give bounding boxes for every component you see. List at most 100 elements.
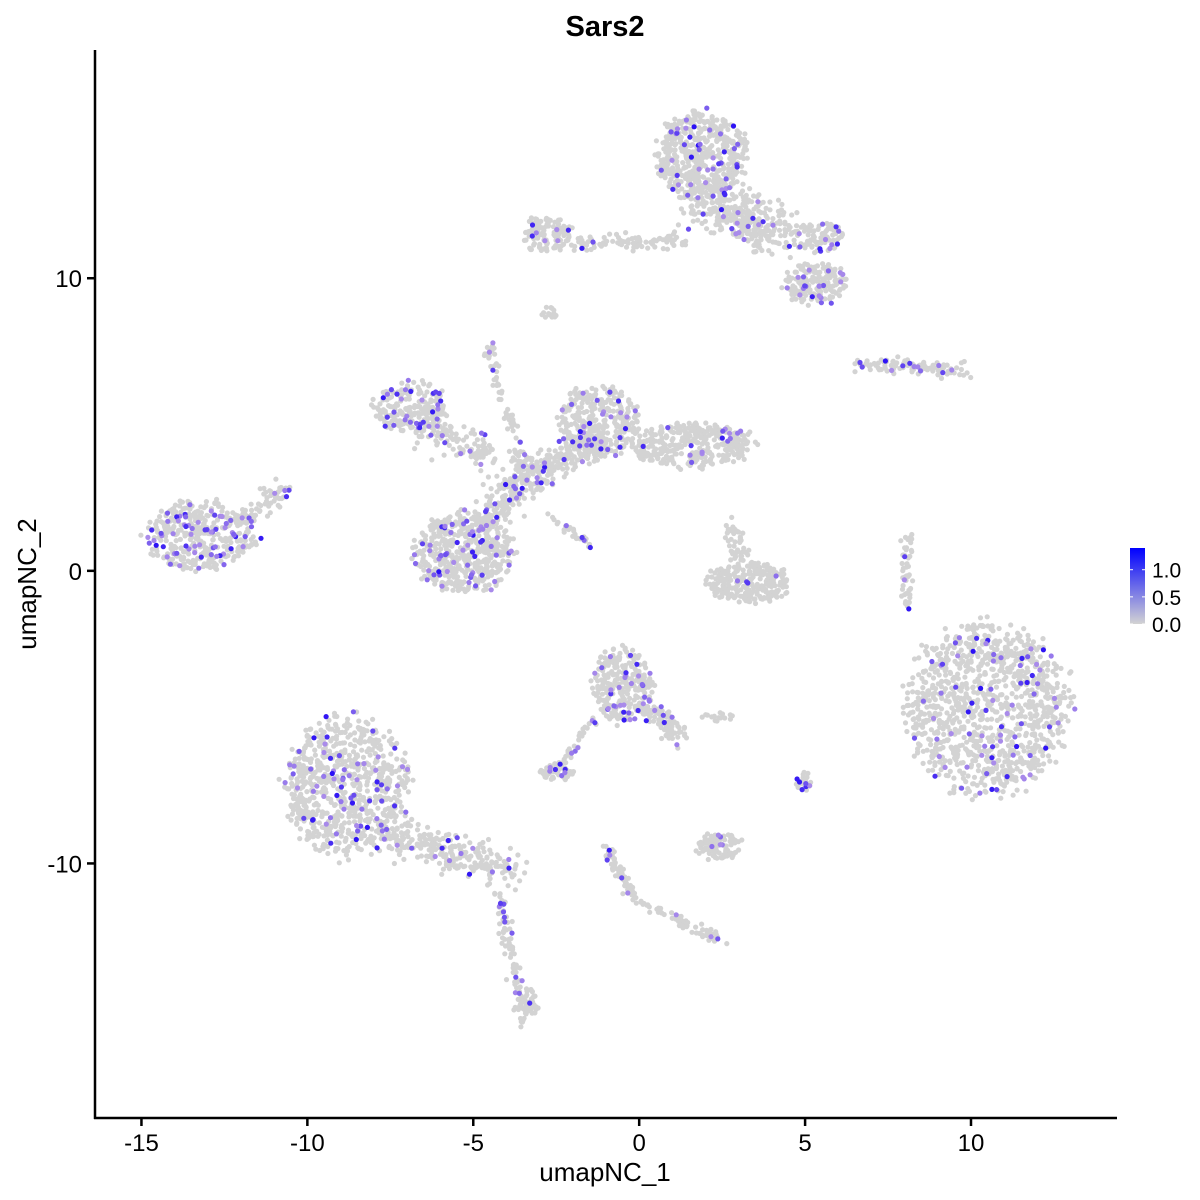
cell-point	[939, 678, 945, 684]
cell-point	[664, 461, 670, 467]
cell-point	[235, 523, 241, 529]
cell-point	[421, 547, 427, 553]
cell-point	[984, 654, 990, 660]
cell-point	[1003, 683, 1009, 689]
cell-point	[789, 297, 795, 303]
cell-point	[610, 408, 617, 414]
cell-point	[555, 519, 561, 526]
cell-point	[546, 463, 553, 469]
cell-point	[419, 576, 425, 582]
cell-point	[456, 566, 462, 572]
cell-point	[220, 504, 226, 510]
cell-point	[200, 515, 206, 521]
cell-point	[333, 845, 339, 852]
cell-point	[629, 236, 635, 242]
cell-point	[968, 374, 974, 381]
cell-point	[654, 164, 660, 170]
cell-point	[527, 455, 534, 461]
cell-point	[483, 502, 489, 508]
cell-point	[737, 443, 743, 449]
cell-point	[441, 427, 447, 433]
cell-point	[690, 218, 696, 224]
cell-point	[506, 417, 512, 423]
cell-point	[688, 196, 694, 202]
cell-point	[968, 762, 975, 768]
cell-point	[649, 457, 655, 463]
cell-point	[715, 174, 721, 180]
cell-point	[648, 239, 654, 245]
cell-point	[418, 433, 424, 440]
cell-point	[713, 180, 719, 186]
cell-point	[195, 508, 201, 514]
cell-point	[192, 514, 198, 520]
cell-point	[1012, 671, 1018, 677]
cell-point	[1000, 789, 1006, 795]
cell-point	[1066, 703, 1072, 709]
cell-point	[494, 473, 500, 479]
cell-point	[578, 452, 584, 459]
cell-point	[158, 537, 164, 543]
cell-point	[765, 233, 771, 239]
cell-point	[473, 460, 479, 466]
cell-point	[807, 223, 813, 229]
cell-point	[805, 232, 811, 238]
cell-point	[181, 554, 187, 561]
cell-point	[823, 288, 829, 294]
cell-point	[272, 494, 279, 500]
cell-point	[971, 689, 977, 695]
cell-point	[211, 520, 217, 526]
cell-point	[926, 710, 932, 716]
cell-point	[575, 409, 581, 415]
cell-point	[168, 541, 174, 547]
cell-point	[540, 246, 547, 252]
cell-point	[942, 758, 948, 764]
cell-point	[345, 734, 351, 740]
cell-point	[546, 470, 552, 476]
cell-point	[969, 797, 975, 803]
cell-point	[457, 515, 463, 522]
cell-point	[412, 402, 418, 409]
cell-point	[670, 436, 676, 442]
cell-point	[157, 514, 163, 520]
cell-point	[463, 573, 469, 580]
cell-point	[692, 435, 699, 441]
cell-point	[805, 302, 811, 308]
cell-point	[690, 172, 696, 178]
cell-point	[1008, 664, 1014, 670]
cell-point	[944, 634, 950, 640]
cell-point	[384, 777, 390, 783]
cell-point	[586, 461, 592, 467]
cell-point	[573, 385, 579, 392]
cell-point	[484, 493, 490, 499]
cell-point	[663, 139, 669, 145]
cell-point	[370, 716, 376, 722]
cell-point	[927, 759, 933, 765]
cell-point	[652, 451, 658, 457]
cell-point	[939, 695, 945, 702]
cell-point	[789, 275, 795, 281]
cell-point	[926, 698, 932, 704]
cell-point	[177, 498, 183, 504]
cell-point	[712, 185, 718, 191]
cell-point	[441, 411, 448, 417]
cell-point	[618, 389, 625, 395]
cell-point	[1045, 667, 1051, 673]
cell-point	[967, 737, 974, 743]
cell-point	[674, 445, 681, 452]
cell-point	[947, 643, 953, 649]
cell-point	[752, 439, 759, 445]
cell-point	[480, 481, 486, 488]
cell-point	[491, 507, 497, 513]
cell-point	[728, 153, 734, 160]
cell-point	[498, 577, 504, 583]
cell-point	[439, 587, 445, 593]
cell-point	[255, 501, 262, 507]
cell-point	[474, 519, 480, 525]
cell-point	[158, 508, 164, 514]
cell-point	[1065, 718, 1071, 724]
cell-point	[699, 159, 705, 165]
cell-point	[720, 117, 726, 123]
cell-point	[482, 351, 488, 357]
cell-point	[1044, 704, 1050, 711]
cell-point	[1034, 737, 1040, 743]
